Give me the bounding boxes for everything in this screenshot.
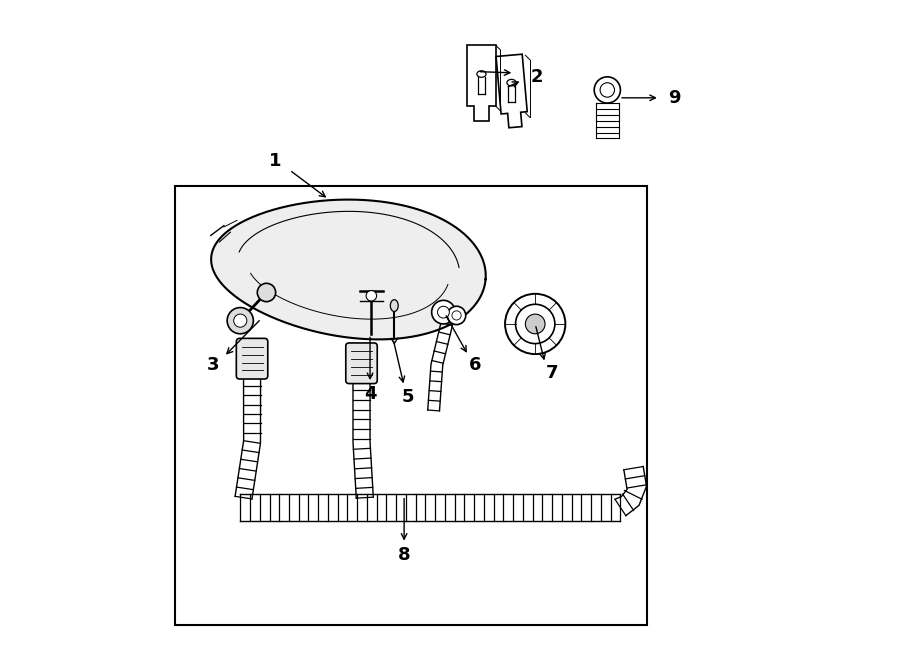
Circle shape (437, 306, 449, 318)
Text: 9: 9 (669, 89, 681, 107)
Text: 1: 1 (269, 153, 281, 171)
Text: 8: 8 (398, 546, 410, 564)
Circle shape (234, 314, 247, 327)
Circle shape (257, 284, 275, 301)
Circle shape (452, 311, 461, 320)
Text: 4: 4 (364, 385, 376, 403)
Circle shape (227, 307, 254, 334)
Text: 5: 5 (401, 389, 414, 407)
Circle shape (505, 293, 565, 354)
Circle shape (447, 306, 465, 325)
Ellipse shape (507, 79, 516, 86)
Circle shape (526, 314, 545, 334)
Text: 6: 6 (469, 356, 482, 374)
FancyBboxPatch shape (346, 343, 377, 383)
Text: 7: 7 (545, 364, 558, 382)
Bar (175, 186, 646, 625)
FancyBboxPatch shape (237, 338, 268, 379)
Polygon shape (467, 46, 496, 121)
Ellipse shape (391, 299, 398, 311)
Polygon shape (212, 200, 486, 339)
Polygon shape (496, 54, 527, 128)
Text: 2: 2 (530, 68, 543, 86)
Circle shape (594, 77, 620, 103)
Text: 3: 3 (206, 356, 219, 374)
Circle shape (366, 291, 376, 301)
Circle shape (516, 304, 555, 344)
Circle shape (432, 300, 455, 324)
Circle shape (600, 83, 615, 97)
Ellipse shape (477, 71, 486, 77)
